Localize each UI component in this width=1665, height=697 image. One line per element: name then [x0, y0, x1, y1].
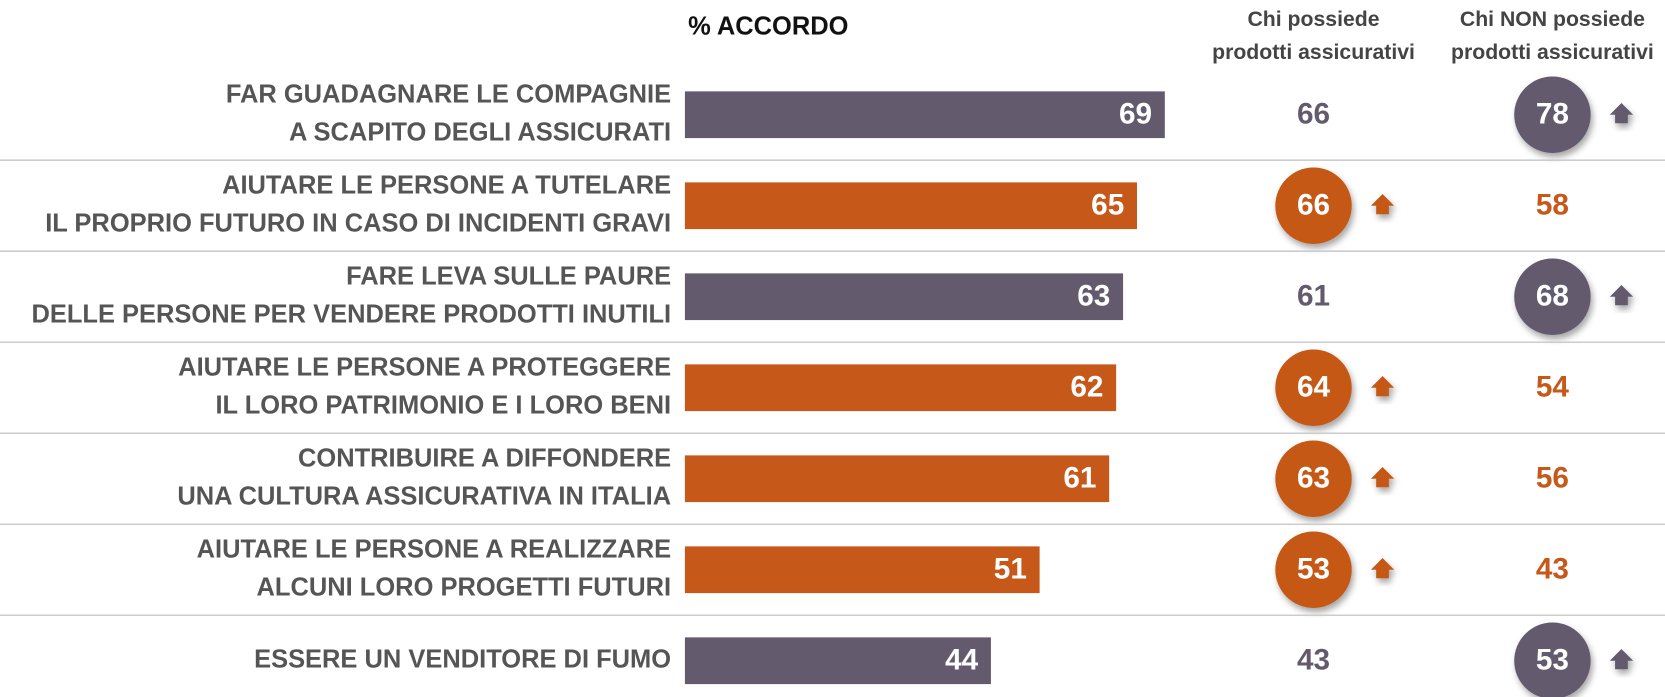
- chart-title: % ACCORDO: [688, 13, 848, 41]
- column-value: 54: [1536, 371, 1570, 404]
- category-label: AIUTARE LE PERSONE A PROTEGGERE: [178, 353, 671, 381]
- bar: [684, 273, 1124, 321]
- category-label: CONTRIBUIRE A DIFFONDERE: [298, 444, 671, 472]
- bar-value-label: 44: [945, 644, 979, 677]
- bar: [684, 637, 991, 685]
- highlight-circle: [1275, 167, 1352, 244]
- bar-value-label: 69: [1119, 98, 1152, 131]
- column-value: 53: [1536, 644, 1569, 677]
- highlight-circle: [1275, 349, 1352, 426]
- category-label: FAR GUADAGNARE LE COMPAGNIE: [226, 80, 671, 108]
- up-arrow: [1609, 649, 1634, 670]
- bar: [684, 91, 1165, 139]
- column-value: 43: [1536, 553, 1569, 586]
- category-label: AIUTARE LE PERSONE A REALIZZARE: [197, 535, 672, 563]
- column-value: 56: [1536, 462, 1569, 495]
- category-label: IL PROPRIO FUTURO IN CASO DI INCIDENTI G…: [45, 210, 671, 238]
- column-header: prodotti assicurativi: [1212, 41, 1415, 64]
- column-header: Chi possiede: [1247, 8, 1379, 31]
- column-value: 63: [1297, 462, 1330, 495]
- bar-value-label: 65: [1091, 189, 1124, 222]
- column-value: 53: [1297, 553, 1330, 586]
- up-arrow: [1609, 103, 1634, 124]
- column-value: 61: [1297, 280, 1330, 313]
- bar-value-label: 63: [1077, 280, 1110, 313]
- bar-value-label: 62: [1070, 371, 1103, 404]
- category-label: ALCUNI LORO PROGETTI FUTURI: [257, 574, 672, 602]
- category-label: ESSERE UN VENDITORE DI FUMO: [254, 645, 671, 673]
- column-value: 66: [1297, 189, 1330, 222]
- highlight-circle: [1514, 258, 1591, 335]
- category-label: IL LORO PATRIMONIO E I LORO BENI: [215, 392, 671, 420]
- category-label: FARE LEVA SULLE PAURE: [346, 262, 671, 290]
- bar-value-label: 61: [1063, 462, 1096, 495]
- bar: [684, 182, 1137, 230]
- up-arrow: [1370, 376, 1395, 397]
- column-value: 58: [1536, 189, 1569, 222]
- bar: [684, 546, 1040, 594]
- bar: [684, 455, 1110, 503]
- up-arrow: [1609, 285, 1634, 306]
- up-arrow: [1370, 558, 1395, 579]
- category-label: UNA CULTURA ASSICURATIVA IN ITALIA: [177, 483, 671, 511]
- bar: [684, 364, 1117, 412]
- column-value: 68: [1536, 280, 1569, 313]
- highlight-circle: [1275, 440, 1352, 517]
- up-arrow: [1370, 194, 1395, 215]
- bar-value-label: 51: [994, 553, 1027, 586]
- column-value: 66: [1297, 98, 1330, 131]
- category-label: A SCAPITO DEGLI ASSICURATI: [289, 119, 671, 147]
- column-header: prodotti assicurativi: [1451, 41, 1654, 64]
- column-header: Chi NON possiede: [1460, 8, 1645, 31]
- column-value: 78: [1536, 98, 1569, 131]
- highlight-circle: [1514, 76, 1591, 153]
- highlight-circle: [1514, 622, 1591, 697]
- category-label: DELLE PERSONE PER VENDERE PRODOTTI INUTI…: [31, 301, 671, 329]
- column-value: 43: [1297, 644, 1330, 677]
- highlight-circle: [1275, 531, 1352, 608]
- category-label: AIUTARE LE PERSONE A TUTELARE: [222, 171, 671, 199]
- column-value: 64: [1297, 371, 1331, 404]
- up-arrow: [1370, 467, 1395, 488]
